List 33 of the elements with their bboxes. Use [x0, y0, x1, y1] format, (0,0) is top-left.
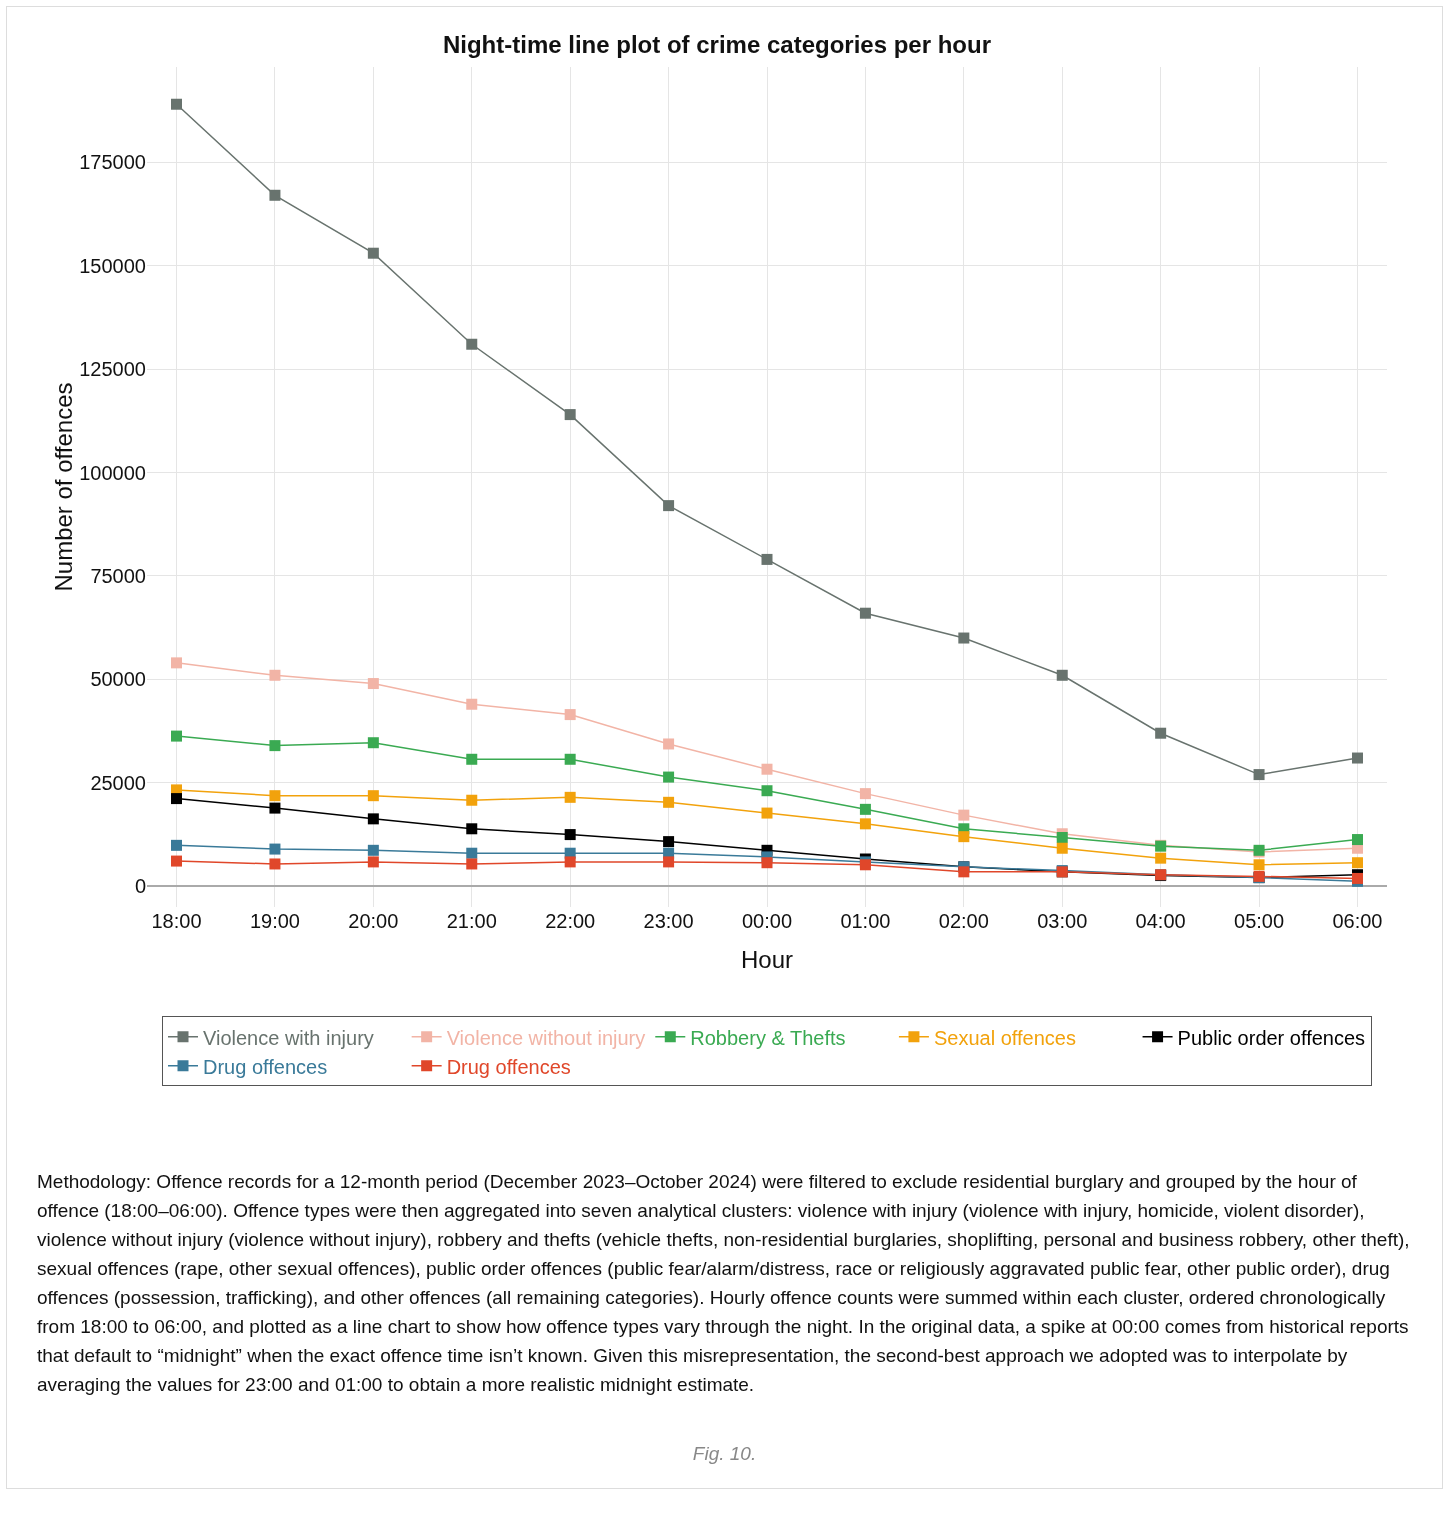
y-tick-label: 50000: [90, 668, 146, 691]
x-tick-label: 19:00: [249, 910, 300, 932]
legend-label: Sexual offences: [933, 1026, 1076, 1049]
x-tick-label: 01:00: [840, 910, 891, 932]
y-tick-label: 150000: [79, 254, 146, 277]
legend-label: Drug offences: [203, 1055, 328, 1078]
legend-label: Robbery & Thefts: [690, 1026, 846, 1049]
y-tick-label: 125000: [79, 358, 146, 381]
x-tick-label: 03:00: [1037, 910, 1088, 932]
x-tick-label: 21:00: [446, 910, 497, 932]
x-tick-label: 20:00: [348, 910, 399, 932]
x-axis-title: Hour: [740, 946, 794, 974]
x-tick-label: 05:00: [1234, 910, 1285, 932]
chart-title: Night-time line plot of crime categories per hour: [442, 30, 992, 58]
x-tick-label: 23:00: [643, 910, 694, 932]
y-tick-label: 175000: [79, 151, 146, 174]
x-tick-label: 18:00: [151, 910, 202, 932]
x-tick-label: 02:00: [938, 910, 989, 932]
legend-label: Violence with injury: [203, 1026, 374, 1049]
x-tick-label: 04:00: [1135, 910, 1186, 932]
y-axis-title: Number of offences: [50, 382, 78, 592]
legend-label: Public order offences: [1177, 1026, 1366, 1049]
legend-label: Violence without injury: [446, 1026, 646, 1049]
x-tick-label: 06:00: [1332, 910, 1383, 932]
x-tick-label: 22:00: [545, 910, 596, 932]
y-tick-label: 25000: [90, 771, 146, 794]
y-tick-label: 0: [134, 875, 146, 898]
text: Methodology: Offence records for a 12-month period (December 2023–October 2024) were filtered to exclude residential burglary and grouped by the hour of offence (18:00–06:00). Offence types were then aggregated into seven analytical clusters: violence with injury (violence with injury, homicide, violent disorder), violence without injury (violence without injury), robbery and thefts (vehicle thefts, non-residential burglaries, shoplifting, personal and business robbery, other theft), sexual offences (rape, other sexual offences), public order offences (public fear/alarm/distress, race or religiously aggravated public fear, other public order), drug offences (possession, trafficking), and other offences (all remaining categories). Hourly offence counts were summed within each cluster, ordered chronologically from 18:00 to 06:00, and plotted as a line chart to show how offence types vary through the night. In the original data, a spike at 00:00 comes from historical reports that default to “midnight” when the exact offence time isn’t known. Given this misrepresentation, the second-best approach we adopted was to interpolate by averaging the values for 23:00 and 01:00 to obtain a more realistic midnight estimate.: [37, 1170, 1411, 1397]
y-tick-label: 100000: [79, 461, 146, 484]
caption: Fig. 10.: [691, 1442, 758, 1466]
x-tick-label: 00:00: [741, 910, 793, 932]
y-tick-label: 75000: [90, 564, 146, 587]
legend-label: Drug offences: [446, 1055, 571, 1078]
